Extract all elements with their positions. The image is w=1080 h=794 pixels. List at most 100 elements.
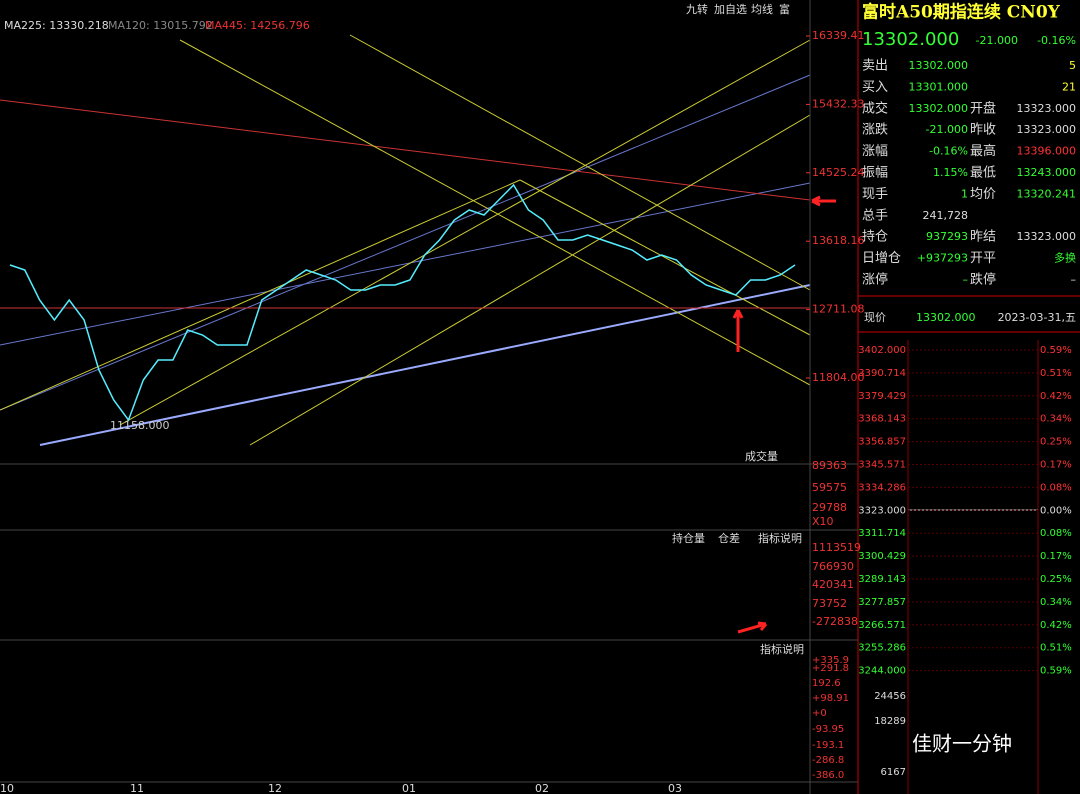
volume-tick-label: 29788 [812,501,847,514]
intraday-tick-label: 3255.286 [858,643,906,654]
intraday-pct-label: 0.08% [1040,482,1072,493]
quote-label: 买入 [862,80,888,95]
intraday-label: 现价 [864,311,886,324]
arrow [732,309,744,352]
intraday-tick-label: 3345.571 [858,460,906,471]
price-tick-label: 13618.16 [812,234,865,247]
watermark: 佳财一分钟 [912,732,1012,756]
intraday-pct-label: 0.34% [1040,597,1072,608]
quote-price: 13302.000 [862,29,959,50]
intraday-pct-label: 0.42% [1040,620,1072,631]
quote-pct: -0.16% [1037,34,1076,47]
quote-change: -21.000 [976,34,1018,47]
intraday-tick-label: 3356.857 [858,437,906,448]
trend-line [519,179,811,336]
price-tick-label: 15432.33 [812,97,865,110]
intraday-pct-label: 0.08% [1040,528,1072,539]
panel-legend[interactable]: 仓差 [718,531,740,545]
arrow [737,621,768,634]
quote-label: 日增仓 [862,251,901,266]
quote-value: -21.000 [926,123,968,136]
trend-line [349,34,811,291]
quote-label: 涨停 [862,272,888,288]
volume-tick-label: X10 [812,515,834,528]
macd-tick-label: +291.8 [812,663,849,674]
quote-value: 13302.000 [909,59,969,72]
toolbar-button[interactable]: 富 [779,2,790,16]
trend-line [0,99,811,201]
toolbar-button[interactable]: 加自选 [714,3,747,16]
panel-legend[interactable]: 指标说明 [760,642,804,656]
intraday-tick-label: 3390.714 [858,368,906,379]
price-tick-label: 11804.00 [812,371,865,384]
volume-tick-label: 59575 [812,481,847,494]
trend-line [0,182,811,346]
quote-label: 均价 [970,187,996,202]
low-label: 11158.000 [110,419,170,432]
price-tick-label: 16339.41 [812,29,865,42]
quote-value: – [1071,273,1077,286]
quote-value: – [963,273,969,286]
trend-line [39,284,811,446]
quote-value: 13323.000 [1017,102,1077,115]
oi-tick-label: 766930 [812,560,854,573]
toolbar-button[interactable]: 均线 [751,2,773,16]
quote-value: 13302.000 [909,102,969,115]
trend-line [179,39,811,386]
intraday-volume-tick: 6167 [881,767,906,778]
panel-legend[interactable]: 持仓量 [672,531,705,545]
macd-tick-label: -193.1 [812,740,844,751]
ma-label: MA120: 13015.792 [108,19,213,32]
quote-label: 最高 [970,143,996,159]
quote-label: 振幅 [862,166,888,181]
quote-label: 成交 [862,100,888,116]
intraday-tick-label: 3244.000 [858,666,906,677]
panel-legend[interactable]: 指标说明 [758,531,802,545]
month-label: 01 [402,782,416,794]
intraday-pct-label: 0.42% [1040,391,1072,402]
intraday-pct-label: 0.00% [1040,505,1072,516]
intraday-pct-label: 0.51% [1040,643,1072,654]
macd-tick-label: -286.8 [812,755,844,766]
trend-line [0,179,521,411]
macd-tick-label: +335.9 [812,655,849,666]
intraday-tick-label: 3277.857 [858,597,906,608]
quote-value: 13323.000 [1017,123,1077,136]
quote-value: 13396.000 [1017,145,1077,158]
intraday-tick-label: 3402.000 [858,345,906,356]
intraday-tick-label: 3323.000 [858,505,906,516]
quote-value: 937293 [926,230,968,243]
price-line [9,183,796,422]
macd-tick-label: +0 [812,708,827,719]
quote-label: 现手 [862,187,888,202]
trend-line [119,39,811,426]
quote-value: -0.16% [929,145,968,158]
quote-value: 13323.000 [1017,230,1077,243]
intraday-date: 2023-03-31,五 [998,311,1076,324]
quote-label: 总手 [862,208,888,223]
ma-label: MA445: 14256.796 [205,19,310,32]
toolbar-button[interactable]: 九转 [686,2,708,16]
intraday-price: 13302.000 [916,311,976,324]
trend-lines [0,34,811,446]
quote-title: 富时A50期指连续 CN0Y [862,2,1061,23]
month-label: 12 [268,782,282,794]
month-label: 03 [668,782,682,794]
quote-label: 卖出 [862,59,888,74]
panel-title: 成交量 [745,449,778,463]
quote-label: 最低 [970,166,996,181]
ma-label: MA225: 13330.218 [4,19,109,32]
intraday-tick-label: 3368.143 [858,414,906,425]
quote-value: +937293 [917,252,968,265]
intraday-pct-label: 0.34% [1040,414,1072,425]
quote-value: 13320.241 [1017,187,1077,200]
oi-tick-label: -272838 [812,615,858,628]
trend-line [0,74,811,411]
price-tick-label: 14525.24 [812,166,865,179]
quote-qty: 5 [1069,59,1076,72]
quote-value: 多换 [1054,251,1076,265]
macd-tick-label: +98.91 [812,693,849,704]
quote-label: 昨收 [970,123,996,138]
